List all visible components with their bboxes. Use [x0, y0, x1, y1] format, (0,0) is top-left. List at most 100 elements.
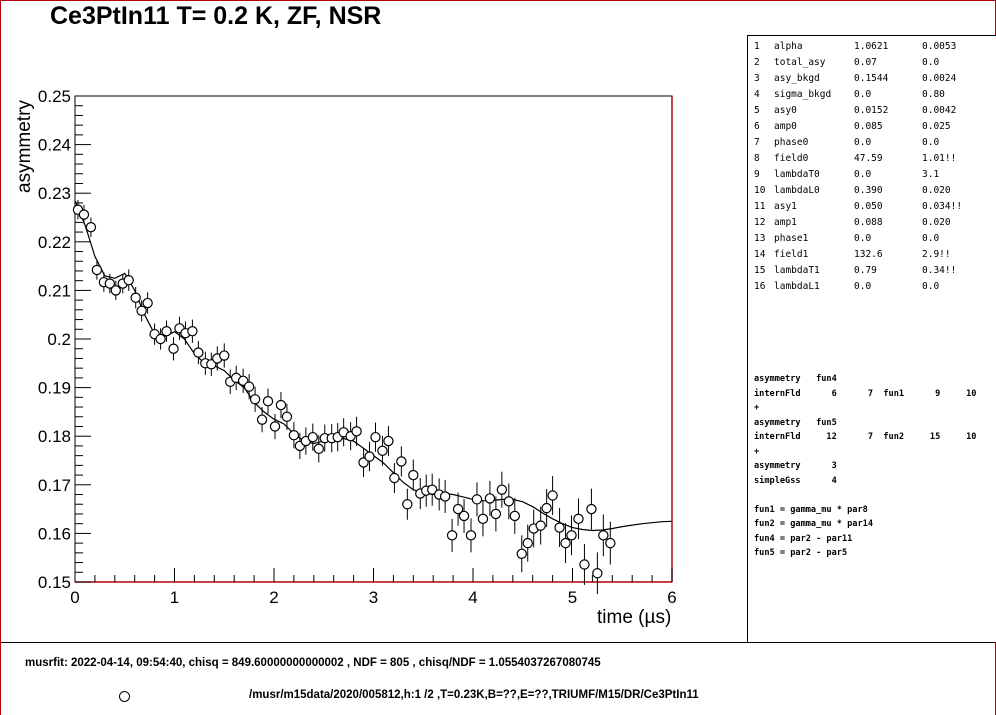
data-point[interactable] — [471, 494, 483, 505]
parameter-name: asy1 — [774, 201, 797, 212]
data-point[interactable] — [522, 537, 533, 549]
parameter-error: 0.0 — [922, 233, 940, 244]
parameter-error: 0.34!! — [922, 265, 957, 276]
data-point[interactable] — [465, 530, 477, 541]
data-point[interactable] — [452, 503, 464, 515]
data-point[interactable] — [427, 484, 438, 495]
data-point[interactable] — [281, 411, 293, 422]
data-point[interactable] — [269, 421, 281, 432]
data-point[interactable] — [351, 426, 362, 437]
data-point[interactable] — [262, 396, 274, 407]
parameter-error: 1.01!! — [922, 153, 957, 164]
data-point[interactable] — [383, 435, 394, 447]
data-point[interactable] — [193, 347, 204, 358]
data-point[interactable] — [168, 343, 179, 354]
parameter-name: asy0 — [774, 105, 797, 116]
data-point[interactable] — [541, 502, 552, 514]
data-point[interactable] — [155, 333, 166, 345]
theory-line: asymmetry fun4 — [754, 374, 837, 384]
theory-line: + — [754, 403, 760, 413]
data-point[interactable] — [490, 508, 502, 520]
data-point[interactable] — [104, 278, 116, 289]
parameter-name: alpha — [774, 41, 803, 52]
data-point[interactable] — [91, 264, 103, 276]
parameter-error: 0.020 — [922, 185, 951, 196]
parameter-value: 0.0 — [854, 233, 872, 244]
data-point[interactable] — [605, 537, 616, 549]
data-point[interactable] — [256, 414, 268, 425]
y-tick-label: 0.22 — [38, 233, 71, 252]
plot-area — [74, 95, 673, 583]
parameter-error: 0.020 — [922, 217, 951, 228]
data-point[interactable] — [136, 305, 147, 317]
parameter-error: 0.0024 — [922, 73, 957, 84]
data-point[interactable] — [509, 510, 520, 522]
theory-line: internFld 12 7 fun2 15 10 — [754, 432, 977, 442]
data-point[interactable] — [396, 456, 407, 467]
data-point[interactable] — [78, 209, 90, 220]
data-point[interactable] — [142, 297, 153, 309]
x-tick-label: 4 — [468, 588, 477, 607]
data-point[interactable] — [243, 381, 255, 392]
data-point[interactable] — [496, 484, 508, 495]
fit-parameters-panel: 1 alpha 1.0621 0.0053 2 total_asy 0.07 0.0 3 asy_… — [747, 35, 996, 359]
data-point[interactable] — [313, 443, 324, 455]
fit-info-text: musrfit: 2022-04-14, 09:54:40, chisq = 8… — [25, 657, 601, 669]
parameter-error: 0.0 — [922, 137, 940, 148]
data-point[interactable] — [364, 451, 375, 462]
data-point[interactable] — [110, 285, 121, 296]
data-point[interactable] — [458, 510, 470, 522]
data-point[interactable] — [307, 431, 319, 443]
parameter-value: 0.0 — [854, 281, 872, 292]
y-tick-label: 0.21 — [38, 281, 71, 300]
data-point[interactable] — [249, 394, 261, 405]
data-point[interactable] — [85, 222, 97, 233]
asymmetry-plot[interactable]: 0 1 2 3 4 5 6 0.15 0.16 0.17 0.18 0.19 0.2 0.21 0.22 0.… — [0, 0, 746, 640]
data-point[interactable] — [389, 472, 400, 484]
data-point[interactable] — [377, 445, 388, 456]
x-tick-label: 6 — [667, 588, 676, 607]
parameter-name: amp0 — [774, 121, 797, 132]
y-axis-label: asymmetry — [14, 100, 35, 193]
parameter-no: 6 — [754, 121, 760, 132]
y-tick-label: 0.25 — [38, 87, 71, 106]
data-point[interactable] — [477, 513, 489, 525]
data-point[interactable] — [516, 548, 527, 560]
y-tick-label: 0.18 — [38, 427, 71, 446]
parameter-no: 11 — [754, 201, 766, 212]
data-point[interactable] — [592, 568, 603, 579]
data-point[interactable] — [560, 537, 571, 549]
data-point[interactable] — [439, 491, 451, 502]
data-point[interactable] — [503, 496, 515, 507]
theory-panel: asymmetry fun4 internFld 6 7 fun1 9 10 + as… — [747, 358, 996, 642]
parameter-value: 0.07 — [854, 57, 877, 68]
parameter-error: 0.0042 — [922, 105, 957, 116]
data-point[interactable] — [598, 530, 609, 541]
data-point[interactable] — [123, 274, 134, 286]
data-point[interactable] — [547, 490, 558, 501]
data-point[interactable] — [187, 326, 198, 337]
data-point[interactable] — [130, 292, 141, 303]
data-point[interactable] — [535, 520, 546, 531]
data-point[interactable] — [566, 530, 577, 541]
y-tick-label: 0.2 — [47, 330, 71, 349]
data-point[interactable] — [446, 530, 458, 541]
data-point[interactable] — [579, 559, 590, 570]
parameter-value: 1.0621 — [854, 41, 889, 52]
theory-line: asymmetry fun5 — [754, 417, 837, 428]
data-point[interactable] — [408, 469, 419, 481]
data-point[interactable] — [219, 350, 230, 361]
theory-line: fun4 = par2 - par11 — [754, 533, 853, 544]
parameter-value: 0.0 — [854, 89, 872, 100]
data-point[interactable] — [484, 493, 496, 504]
parameter-name: asy_bkgd — [774, 73, 820, 84]
data-point[interactable] — [275, 399, 287, 411]
parameter-name: lambdaT1 — [774, 265, 820, 276]
data-point[interactable] — [370, 431, 381, 443]
data-point[interactable] — [554, 522, 565, 533]
data-point[interactable] — [586, 503, 597, 515]
data-point[interactable] — [402, 499, 413, 510]
data-point[interactable] — [573, 513, 584, 525]
data-point[interactable] — [161, 326, 172, 337]
data-point[interactable] — [288, 430, 300, 441]
